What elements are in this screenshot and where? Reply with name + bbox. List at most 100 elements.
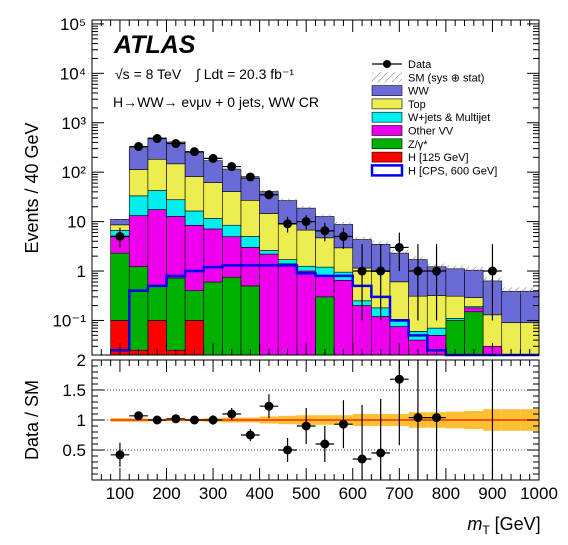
bar-w-jets-multijet-3 [166,199,186,217]
bar-w-jets-multijet-17 [426,327,447,336]
x-tick-label: 400 [245,484,273,503]
sm-band-11 [315,214,335,220]
data-points [110,134,502,321]
data-point [227,162,237,172]
legend-swatch [371,125,403,136]
bar-other-vv-8 [259,253,279,356]
data-point [189,147,199,157]
main-ytick-label: 1 [77,262,86,281]
bar-z--7 [240,285,260,356]
ratio-ytick-label: 1 [77,411,86,430]
ratio-point [115,450,125,460]
sm-band-19 [464,266,484,275]
legend-swatch [371,85,403,96]
main-ytick-label: 10⁵ [60,15,86,34]
bar-w-jets-multijet-9 [277,259,298,265]
legend-h600-swatch [370,164,404,177]
ratio-points [110,360,494,480]
bar-other-vv-3 [166,216,186,279]
data-point [487,266,497,276]
ratio-point [376,448,386,458]
bar-top-15 [389,281,409,320]
x-tick-label: 700 [385,484,413,503]
data-point [152,134,162,144]
h600-step-line [110,264,539,357]
bar-ww-5 [203,160,223,183]
ratio-y-axis-title: Data / SM [22,380,42,460]
x-tick-label: 200 [152,484,180,503]
legend-data-marker [383,60,391,68]
bar-w-jets-multijet-5 [203,218,223,230]
data-point [264,190,274,200]
ratio-point [189,415,199,425]
legend-label: Data [408,59,432,71]
data-point [245,172,255,182]
main-ytick-label: 10³ [61,114,86,133]
x-tick-label: 600 [339,484,367,503]
ratio-ytick-label: 2 [77,351,86,370]
x-tick-label: 1000 [520,484,558,503]
bar-top-7 [240,199,260,237]
bar-other-vv-6 [222,236,242,278]
main-ytick-label: 10 [67,213,86,232]
legend-sm-swatch [372,72,402,83]
bar-other-vv-10 [296,270,316,356]
bar-z--0 [110,252,130,321]
ratio-point [152,415,162,425]
ratio-point [245,430,255,440]
main-y-axis-title: Events / 40 GeV [22,122,42,253]
data-point [171,139,181,149]
bar-top-12 [333,247,354,273]
ratio-point [134,411,144,421]
bar-top-5 [203,182,223,219]
bar-z--19 [464,311,484,356]
bar-top-11 [315,237,335,268]
bar-other-vv-9 [277,263,298,356]
bar-z--11 [315,296,335,356]
ratio-point [394,374,404,384]
sm-band-13 [352,236,372,243]
ratio-point [338,419,348,429]
legend-label: H [125 GeV] [408,152,469,164]
legend-label: W+jets & Multijet [408,112,490,124]
bar-other-vv-7 [240,247,260,287]
bar-other-vv-4 [184,225,205,291]
bar-other-vv-11 [315,275,335,298]
ratio-point [264,401,274,411]
x-axis: 100 200 300 400 500 600 700 800 900 1000 [91,360,558,503]
sm-band-18 [445,265,465,273]
stack-histogram [110,137,540,356]
bar-top-10 [296,229,316,267]
ratio-ytick-label: 0.5 [62,441,86,460]
legend-label: Other VV [408,126,454,138]
energy-label: √s = 8 TeV [115,66,182,82]
bar-ww-18 [445,268,465,297]
ratio-point [208,415,218,425]
data-point [338,231,348,241]
data-point [357,266,367,276]
bar-w-jets-multijet-6 [222,224,242,238]
legend-label: SM (sys ⊕ stat) [408,72,484,84]
channel-label: H→WW→ eνμν + 0 jets, WW CR [113,94,319,110]
data-point [301,217,311,227]
data-point [432,266,442,276]
legend-label: Top [408,99,426,111]
legend-label: WW [408,86,429,98]
main-ytick-label: 10⁴ [60,64,86,83]
bar-top-8 [259,213,279,251]
bar-w-jets-multijet-1 [128,195,149,216]
data-point [320,226,330,236]
legend-label: H [CPS, 600 GeV] [408,165,497,177]
bar-w-jets-multijet-18 [445,318,465,321]
h600-signal-line [110,264,539,357]
bar-top-1 [128,169,149,197]
bar-z--1 [128,266,149,351]
lumi-label: ∫ Ldt = 20.3 fb⁻¹ [195,66,294,82]
ratio-y-axis: 0.5 1 1.5 2 [62,351,539,481]
bar-w-jets-multijet-2 [147,190,167,210]
data-point [208,153,218,163]
legend-swatch [371,138,403,150]
bar-w-jets-multijet-4 [184,210,205,226]
bar-other-vv-19 [464,307,484,313]
